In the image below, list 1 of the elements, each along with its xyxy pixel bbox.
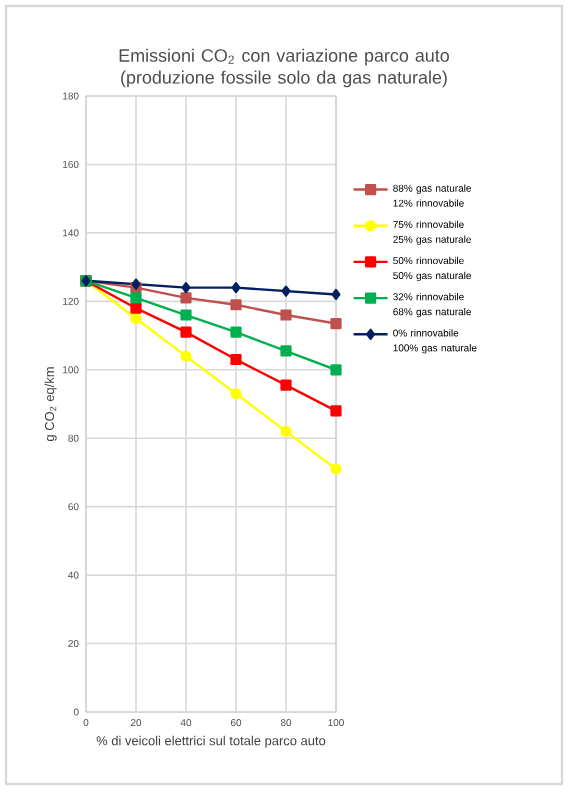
chart-title: Emissioni CO$_{2}$ con variazione parco auto (produzione fossile solo da gas naturale) bbox=[119, 48, 449, 88]
